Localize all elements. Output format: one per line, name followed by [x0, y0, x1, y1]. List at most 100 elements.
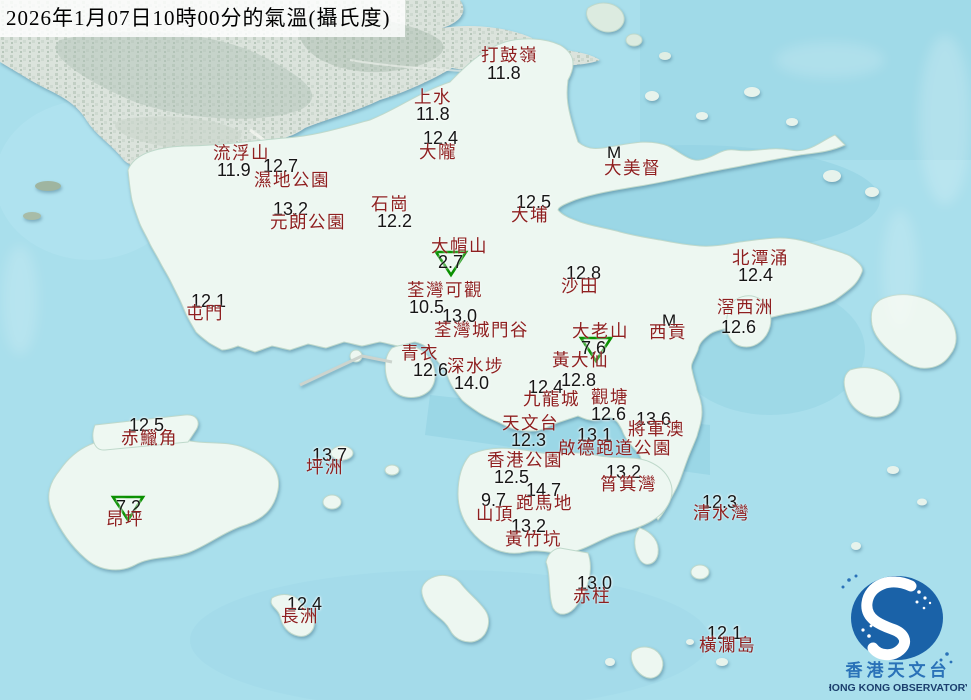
station-name: 觀塘	[591, 387, 629, 407]
islet	[786, 118, 798, 126]
po-toi-island	[630, 646, 664, 679]
station-temperature: 2.7	[438, 252, 464, 272]
min-temp-triangle-icon	[578, 336, 614, 364]
cloud	[919, 35, 971, 205]
station-name: 石崗	[371, 194, 409, 214]
min-temp-triangle-icon	[433, 250, 469, 278]
station-temperature: 12.8	[566, 263, 602, 283]
station-name: 濕地公園	[254, 170, 330, 190]
cheung-chau-island	[270, 594, 315, 637]
islet	[625, 33, 643, 47]
station-temperature: 13.7	[312, 445, 348, 465]
kau-sai-chau-island	[726, 295, 772, 348]
station-name: 沙田	[561, 276, 599, 296]
station-temperature: 13.6	[636, 409, 672, 429]
new-territories-land	[127, 38, 863, 521]
station-temperature: 12.7	[263, 156, 299, 176]
islet	[851, 542, 861, 550]
station-name: 啟德跑道公園	[558, 438, 672, 458]
islet	[744, 87, 760, 97]
islet	[586, 2, 625, 33]
station-temperature: 13.1	[577, 425, 613, 445]
station-temperature: 13.2	[273, 199, 309, 219]
mainland-shenzhen	[0, 0, 600, 198]
station-name: 跑馬地	[516, 493, 573, 513]
station-name: 大美督	[604, 158, 661, 178]
hko-logo-halftone-blue	[841, 574, 953, 664]
station-temperature: 13.2	[606, 462, 642, 482]
station-name: 赤柱	[573, 586, 611, 606]
station-name: 深水埗	[447, 356, 504, 376]
station-name: 黃竹坑	[505, 529, 562, 549]
tsing-yi-island	[384, 344, 436, 398]
hko-logo: 香港天文台 HONG KONG OBSERVATORY	[829, 574, 967, 694]
station-name: 香港公園	[487, 450, 563, 470]
station-name: 山頂	[476, 504, 514, 524]
station-name: 大老山	[572, 321, 629, 341]
station-name: 西貢	[649, 322, 687, 342]
station-name: 大帽山	[431, 236, 488, 256]
station-temperature: 12.4	[528, 377, 564, 397]
station-name: 元朗公園	[270, 212, 346, 232]
islet	[659, 52, 671, 60]
station-name: 滘西洲	[717, 297, 774, 317]
station-temperature: 7.6	[581, 338, 607, 358]
station-temperature: 12.6	[591, 404, 627, 424]
station-temperature: 12.1	[191, 291, 227, 311]
station-temperature: 13.2	[511, 516, 547, 536]
stanley-peninsula	[545, 547, 591, 615]
tsing-ma-bridge	[299, 354, 393, 387]
station-name: 北潭涌	[732, 248, 789, 268]
islet	[645, 91, 659, 101]
hko-logo-s-swirl	[861, 576, 917, 661]
station-name: 荃灣可觀	[407, 280, 483, 300]
islet	[686, 639, 694, 645]
cloud	[882, 210, 918, 330]
map-title: 2026年1月07日10時00分的氣溫(攝氏度)	[0, 0, 405, 37]
station-temperature: 9.7	[481, 490, 507, 510]
station-temperature: 10.5	[409, 297, 445, 317]
station-temperature: 12.4	[423, 128, 459, 148]
islet	[865, 187, 879, 197]
hko-logo-chinese-name: 香港天文台	[846, 660, 951, 680]
station-temperature: 12.3	[511, 430, 547, 450]
station-name: 清水灣	[693, 503, 750, 523]
station-temperature: 14.0	[454, 373, 490, 393]
station-name: 黃大仙	[552, 350, 609, 370]
station-temperature: 7.2	[116, 497, 142, 517]
airport-island	[92, 414, 199, 451]
station-temperature: 12.6	[413, 360, 449, 380]
station-name: 流浮山	[213, 143, 270, 163]
station-name: 九龍城	[523, 389, 580, 409]
station-temperature: 12.5	[494, 467, 530, 487]
hko-logo-english-name: HONG KONG OBSERVATORY	[829, 682, 967, 694]
station-temperature: 12.8	[561, 370, 597, 390]
cloud	[2, 245, 38, 355]
islet	[384, 464, 400, 476]
station-temperature: 14.7	[526, 480, 562, 500]
station-name: 長洲	[281, 606, 319, 626]
station-temperature: 12.3	[702, 492, 738, 512]
station-temperature: 12.2	[377, 211, 413, 231]
tung-lung-island	[690, 564, 710, 580]
station-temperature: 12.5	[129, 415, 165, 435]
station-name: 上水	[414, 87, 452, 107]
cloud	[775, 42, 885, 78]
station-temperature: 12.1	[707, 623, 743, 643]
hko-logo-halftone-white	[861, 590, 932, 638]
peng-chau-island	[330, 445, 354, 461]
station-name: 昂坪	[106, 509, 144, 529]
islet	[887, 466, 899, 474]
station-temperature: 11.9	[217, 160, 251, 180]
islet	[696, 112, 708, 120]
station-name: 大埔	[511, 205, 549, 225]
station-name: 將軍澳	[628, 419, 685, 439]
waglan-island	[716, 658, 728, 666]
daguilar-peninsula	[634, 527, 659, 565]
islet	[823, 170, 841, 182]
station-name: 赤鱲角	[121, 428, 178, 448]
station-temperature: 12.4	[738, 265, 774, 285]
station-temperature: 11.8	[416, 104, 450, 124]
hong-kong-island	[457, 447, 673, 554]
